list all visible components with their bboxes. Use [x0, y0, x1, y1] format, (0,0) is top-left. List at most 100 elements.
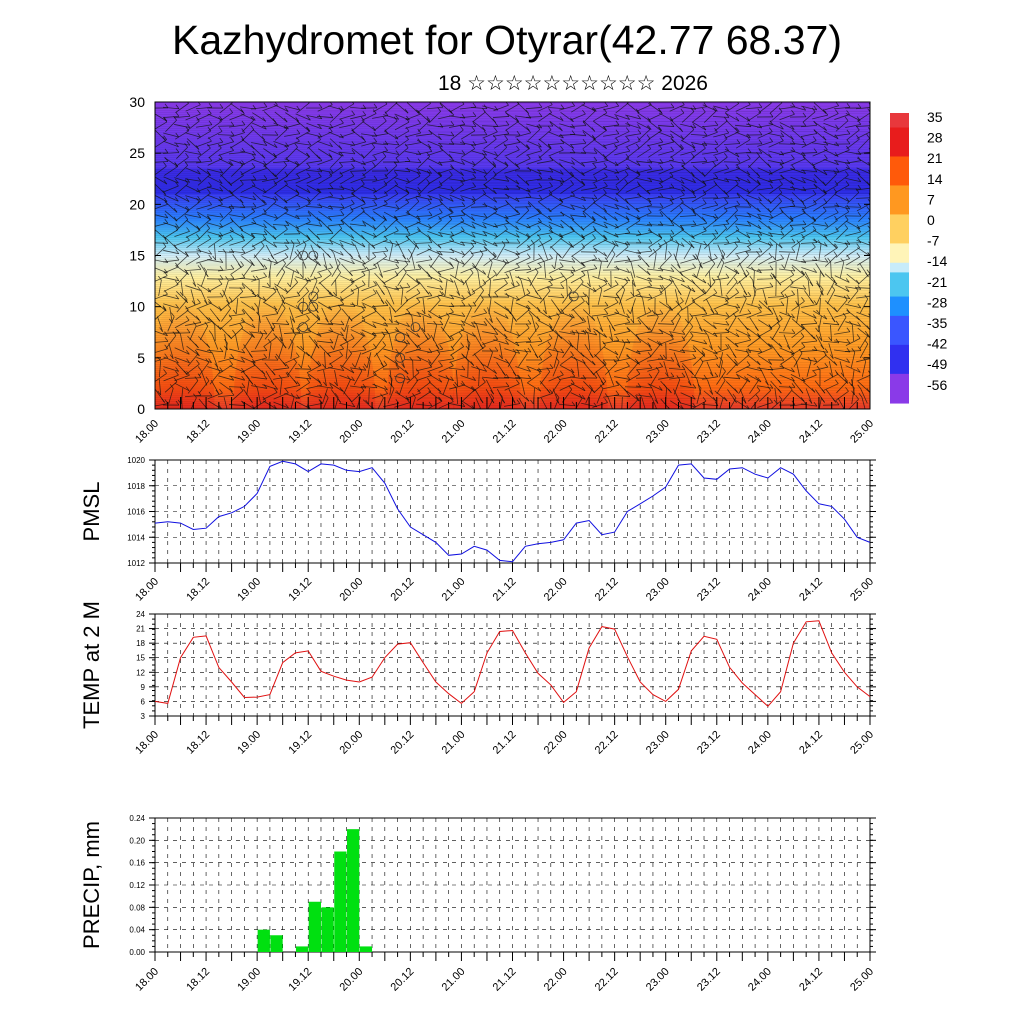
wind-barb: [614, 203, 630, 211]
wind-barb: [350, 114, 366, 120]
wind-barb: [692, 345, 706, 357]
wind-barb: [251, 331, 267, 335]
wind-barb-flag: [483, 213, 488, 218]
wind-barb-flag: [482, 279, 487, 284]
wind-barb-flag: [195, 145, 200, 150]
wind-barb-flag: [450, 236, 455, 242]
wind-barb: [648, 238, 662, 248]
wind-barb: [383, 151, 399, 155]
wind-barb-flag: [854, 286, 859, 292]
wind-barb: [783, 334, 791, 350]
wind-barb: [845, 166, 861, 176]
wind-barb-flag: [663, 383, 667, 389]
wind-barb-flag: [560, 104, 565, 109]
wind-barb: [351, 147, 365, 159]
wind-barb: [195, 106, 213, 110]
wind-barb: [692, 210, 706, 222]
wind-barb: [198, 228, 210, 240]
wind-barb-flag: [239, 226, 244, 231]
wind-barb: [460, 168, 476, 174]
wind-barb-flag: [436, 250, 440, 255]
wind-barb-flag: [603, 108, 608, 114]
wind-barb: [614, 221, 630, 229]
wind-barb-flag: [241, 147, 246, 153]
wind-barb-flag: [315, 286, 320, 291]
wind-barb-flag: [868, 121, 870, 124]
wind-barb-flag: [626, 136, 630, 142]
wind-barb-flag: [517, 374, 522, 380]
wind-barb-flag: [163, 135, 167, 140]
wind-barb-flag: [274, 174, 279, 179]
wind-barb-flag: [516, 145, 520, 151]
wind-barb: [263, 238, 277, 248]
wind-barb: [745, 106, 763, 110]
wind-barb-flag: [746, 233, 751, 239]
wind-barb-flag: [571, 191, 575, 196]
wind-barb-flag: [855, 395, 859, 400]
wind-barb-flag: [241, 273, 246, 278]
wind-barb: [284, 177, 300, 183]
wind-barb-flag: [460, 226, 465, 231]
wind-barb: [658, 187, 674, 191]
wind-barb-flag: [490, 389, 494, 395]
wind-barb-flag: [175, 112, 180, 117]
wind-barb: [767, 305, 785, 307]
wind-barb-flag: [857, 267, 862, 273]
wind-barb-flag: [615, 102, 620, 107]
wind-barb-flag: [670, 267, 675, 272]
wind-barb: [626, 201, 640, 213]
wind-barb-flag: [659, 182, 664, 188]
wind-barb-flag: [791, 376, 795, 382]
wind-barb-flag: [184, 161, 189, 166]
wind-barb-flag: [416, 279, 420, 284]
wind-barb: [636, 276, 652, 282]
wind-barb-flag: [702, 396, 707, 402]
wind-barb-flag: [791, 329, 796, 334]
wind-barb-flag: [307, 217, 311, 223]
wind-barb: [553, 334, 559, 350]
wind-barb: [624, 386, 642, 388]
wind-barb: [186, 138, 200, 150]
wind-barb: [713, 277, 729, 281]
wind-barb: [547, 106, 565, 110]
wind-barb: [461, 400, 475, 409]
wind-barb: [229, 357, 245, 363]
wind-barb: [339, 123, 355, 129]
wind-barb: [504, 376, 520, 380]
wind-barb: [618, 343, 626, 359]
wind-barb: [614, 140, 630, 148]
wind-barb: [780, 282, 794, 294]
wind-barb-flag: [185, 206, 189, 212]
wind-barb: [394, 321, 410, 327]
wind-barb-flag: [758, 103, 763, 108]
wind-barb-flag: [548, 315, 553, 320]
wind-barb: [438, 275, 454, 283]
wind-barb: [540, 397, 548, 409]
colorbar-swatch: [890, 253, 909, 259]
wind-barb-flag: [472, 196, 476, 201]
wind-barb-flag: [449, 170, 453, 176]
wind-barb: [394, 121, 410, 131]
wind-barb: [801, 267, 817, 273]
wind-barb: [834, 258, 850, 264]
wind-barb-flag: [263, 124, 267, 130]
wind-barb-flag: [769, 265, 774, 270]
isotherm: [155, 284, 870, 286]
wind-barb-flag: [648, 246, 653, 252]
wind-barb-flag: [536, 306, 541, 312]
wind-barb: [296, 382, 310, 392]
wind-barb: [295, 221, 311, 229]
wind-barb: [660, 254, 672, 268]
wind-barb-flag: [307, 196, 311, 202]
wind-barb: [516, 327, 530, 339]
wind-barb-flag: [659, 203, 664, 208]
wind-barb: [219, 381, 233, 393]
x-tick-label: 19.00: [235, 418, 263, 446]
wind-barb-flag: [670, 133, 674, 139]
wind-barb-flag: [637, 129, 642, 134]
wind-barb: [163, 266, 179, 274]
wind-barb: [614, 168, 630, 174]
wind-barb: [429, 111, 441, 123]
wind-barb-flag: [835, 167, 840, 173]
wind-barb: [196, 130, 212, 140]
